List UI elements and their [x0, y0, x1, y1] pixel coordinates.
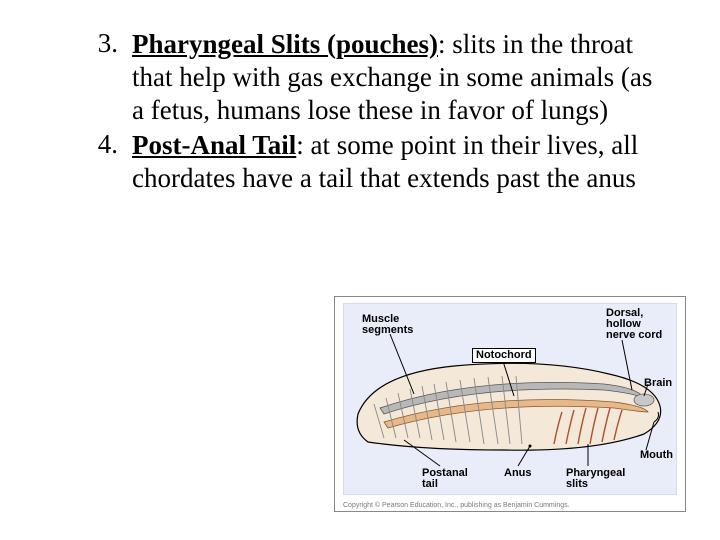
label-muscle: Muscle segments	[362, 314, 413, 336]
list-number: 3.	[50, 28, 132, 127]
list-body: Post-Anal Tail: at some point in their l…	[132, 129, 670, 195]
label-anus: Anus	[504, 468, 532, 479]
diagram-background: Muscle segments Dorsal, hollow nerve cor…	[343, 303, 677, 495]
list-body: Pharyngeal Slits (pouches): slits in the…	[132, 28, 670, 127]
label-pharyngeal: Pharyngeal slits	[566, 468, 625, 490]
list-item-3: 3. Pharyngeal Slits (pouches): slits in …	[50, 28, 670, 127]
label-dorsal: Dorsal, hollow nerve cord	[606, 308, 662, 341]
copyright-text: Copyright © Pearson Education, Inc., pub…	[343, 502, 570, 509]
text-content: 3. Pharyngeal Slits (pouches): slits in …	[0, 0, 720, 195]
label-brain: Brain	[644, 378, 672, 389]
term-postanal: Post-Anal Tail	[132, 130, 296, 160]
list-number: 4.	[50, 129, 132, 195]
label-postanal: Postanal tail	[422, 468, 468, 490]
label-notochord: Notochord	[472, 348, 536, 363]
chordate-diagram: Muscle segments Dorsal, hollow nerve cor…	[334, 296, 686, 512]
label-mouth: Mouth	[640, 450, 673, 461]
term-pharyngeal: Pharyngeal Slits (pouches)	[132, 29, 438, 59]
list-item-4: 4. Post-Anal Tail: at some point in thei…	[50, 129, 670, 195]
